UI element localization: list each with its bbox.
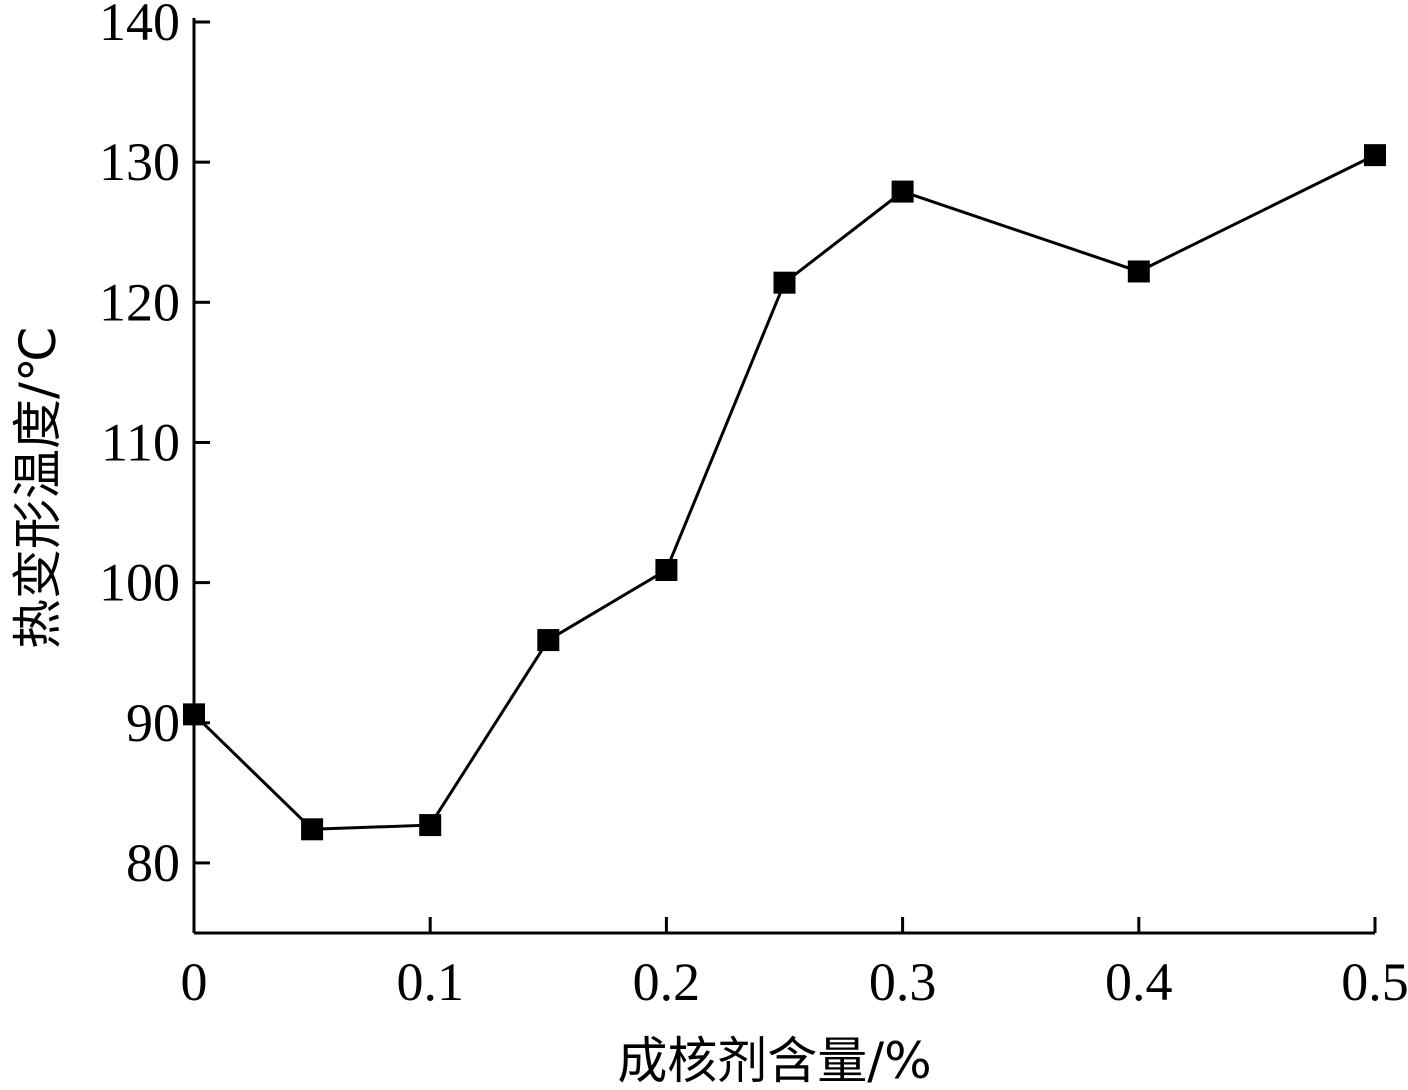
x-axis-title: 成核剂含量/% [617,1032,931,1090]
data-point-marker [773,271,796,294]
y-tick-label: 140 [99,0,180,52]
x-tick-label: 0.5 [1341,952,1408,1012]
plot-area [183,144,1386,841]
x-tick-label: 0 [181,952,208,1012]
y-tick-label: 80 [126,833,180,893]
y-tick-label: 110 [101,412,180,472]
x-tick-label: 0.4 [1105,952,1173,1012]
x-tick-label: 0.1 [396,952,464,1012]
axes: 80 90 100 110 120 130 140 0 0.1 0.2 0.3 0.4 0.5 [99,0,1408,1012]
data-point-marker [891,180,914,203]
y-tick-label: 90 [126,693,180,753]
data-point-marker [1127,260,1150,283]
y-tick-label: 100 [99,553,180,613]
y-tick-label: 120 [99,272,180,332]
y-tick-label: 130 [99,132,180,192]
data-point-marker [183,703,205,726]
x-tick-label: 0.3 [869,952,937,1012]
data-point-marker [1364,144,1386,167]
data-point-marker [419,814,442,837]
series-line [192,153,1376,831]
data-point-marker [537,629,560,652]
x-tick-label: 0.2 [633,952,701,1012]
y-axis-title: 热变形温度/℃ [9,326,67,649]
data-point-marker [655,559,678,582]
data-point-marker [301,818,324,841]
